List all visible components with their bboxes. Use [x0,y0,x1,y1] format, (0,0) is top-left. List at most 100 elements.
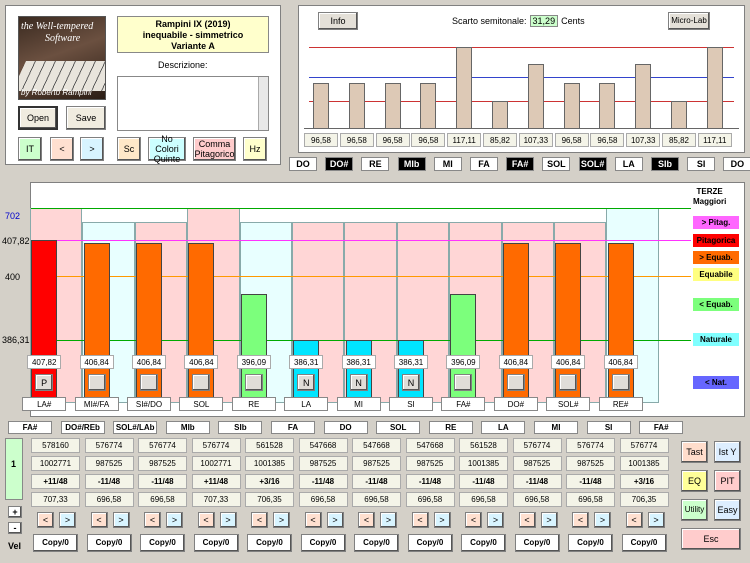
top-bar-value: 96,58 [375,133,410,147]
main-bar-box[interactable] [506,374,525,391]
it-button[interactable]: IT [18,137,42,161]
table-copy-button[interactable]: Copy/0 [354,534,399,552]
plus-button[interactable]: + [8,506,22,518]
table-copy-button[interactable]: Copy/0 [247,534,292,552]
description-scrollbar[interactable] [258,77,268,130]
table-next-button[interactable]: > [59,512,76,528]
table-cell-row1: 576774 [191,438,241,453]
table-prev-button[interactable]: < [358,512,375,528]
table-prev-button[interactable]: < [90,512,108,528]
pit-button[interactable]: PIT [714,470,741,492]
main-bar-box[interactable]: N [297,374,316,391]
table-cell-row1: 576774 [619,438,669,453]
main-bar-note: SI#/DO [127,397,171,411]
table-next-button[interactable]: > [380,512,397,528]
main-bar-box[interactable] [559,374,578,391]
main-bar-note: RE [231,397,276,411]
table-cell-row3: -11/48 [138,474,187,489]
easy-button[interactable]: Easy [714,499,741,521]
table-next-button[interactable]: > [219,512,237,528]
top-bar [599,82,616,128]
main-bar-note: SI [389,397,433,411]
table-next-button[interactable]: > [112,512,130,528]
table-copy-button[interactable]: Copy/0 [407,534,453,552]
table-cell-row3: +11/48 [191,474,241,489]
open-button[interactable]: Open [18,106,58,130]
main-bar-box[interactable] [611,374,630,391]
top-baseline [304,128,739,129]
table-prev-button[interactable]: < [251,512,268,528]
table-next-button[interactable]: > [166,512,183,528]
description-textarea[interactable] [117,76,269,131]
table-next-button[interactable]: > [647,512,665,528]
table-copy-button[interactable]: Copy/0 [621,534,667,552]
bottom-note-label: LA [481,421,526,434]
main-bar-box[interactable]: P [35,374,54,391]
main-bar-box[interactable] [192,374,211,391]
table-copy-button[interactable]: Copy/0 [514,534,560,552]
table-cell-row2: 987525 [352,456,401,471]
table-prev-button[interactable]: < [304,512,322,528]
table-cell-row4: 696,58 [459,492,508,507]
top-bar-value: 96,58 [554,133,589,147]
tast-button[interactable]: Tast [681,441,708,463]
legend-equab-plus: > Equab. [693,251,739,264]
top-chart: 96,58 96,58 96,58 96,58 117,11 85,82 107,33 96,… [299,6,744,152]
sc-button[interactable]: Sc [117,137,141,161]
table-cell-row1: 561528 [459,438,508,453]
main-ref-line [31,208,691,209]
row-index: 1 [11,459,17,469]
table-next-button[interactable]: > [540,512,558,528]
table-copy-button[interactable]: Copy/0 [568,534,613,552]
save-button[interactable]: Save [66,106,106,130]
minus-button[interactable]: - [8,522,22,534]
eq-button[interactable]: EQ [681,470,708,492]
table-prev-button[interactable]: < [197,512,215,528]
table-prev-button[interactable]: < [37,512,54,528]
prev-button[interactable]: < [50,137,74,161]
top-note-label: DO [723,157,750,171]
isty-button[interactable]: Ist Y [714,441,741,463]
table-next-button[interactable]: > [273,512,290,528]
main-bar [293,340,320,403]
main-bar-box[interactable]: N [349,374,368,391]
main-bar-box[interactable] [454,374,473,391]
logo-piano-keys [19,61,105,91]
table-next-button[interactable]: > [326,512,344,528]
table-copy-button[interactable]: Copy/0 [33,534,78,552]
title-line-3: Variante A [171,41,215,51]
table-next-button[interactable]: > [487,512,504,528]
table-prev-button[interactable]: < [411,512,429,528]
table-copy-button[interactable]: Copy/0 [140,534,185,552]
ylabel-407: 407,82 [2,236,30,246]
main-bar-box[interactable] [244,374,263,391]
ylabel-400: 400 [5,272,21,282]
table-copy-button[interactable]: Copy/0 [300,534,346,552]
comma-pitagorico-button[interactable]: Comma Pitagorico [193,137,236,161]
table-prev-button[interactable]: < [144,512,161,528]
table-prev-button[interactable]: < [572,512,589,528]
top-note-label: RE [361,157,390,171]
no-colori-button[interactable]: No Colori Quinte [148,134,186,164]
microlab-button[interactable]: Micro-Lab [668,12,710,30]
table-next-button[interactable]: > [594,512,611,528]
table-next-button[interactable]: > [433,512,451,528]
table-copy-button[interactable]: Copy/0 [193,534,239,552]
legend-pitag-plus: > Pitag. [693,216,739,229]
table-prev-button[interactable]: < [625,512,643,528]
main-bar-box[interactable] [140,374,158,391]
table-prev-button[interactable]: < [465,512,482,528]
hz-button[interactable]: Hz [243,137,267,161]
table-copy-button[interactable]: Copy/0 [461,534,506,552]
next-button[interactable]: > [80,137,104,161]
main-bar-box[interactable]: N [402,374,420,391]
table-copy-button[interactable]: Copy/0 [86,534,132,552]
table-prev-button[interactable]: < [518,512,536,528]
main-bar-box[interactable] [87,374,106,391]
utility-button[interactable]: Utility [681,499,708,521]
info-button[interactable]: Info [318,12,358,30]
bottom-note-label: DO [323,421,368,434]
esc-button[interactable]: Esc [681,528,741,550]
table-cell-row2: 1001385 [245,456,294,471]
top-note-label: SIb [651,157,679,171]
